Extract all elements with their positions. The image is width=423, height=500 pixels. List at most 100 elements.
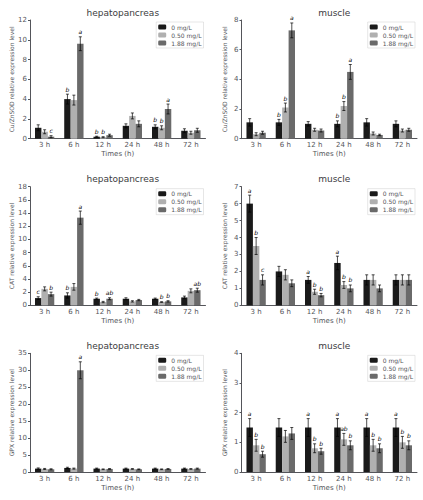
svg-text:0 mg/L: 0 mg/L bbox=[171, 357, 192, 365]
svg-text:a: a bbox=[248, 410, 252, 417]
svg-text:CAT relative expression level: CAT relative expression level bbox=[8, 202, 16, 289]
svg-text:b: b bbox=[254, 431, 258, 438]
svg-text:b: b bbox=[342, 273, 346, 280]
svg-text:0: 0 bbox=[234, 468, 238, 476]
svg-text:5: 5 bbox=[234, 217, 238, 225]
svg-text:10: 10 bbox=[18, 36, 27, 44]
svg-text:8: 8 bbox=[234, 16, 238, 24]
svg-text:25: 25 bbox=[18, 383, 27, 391]
svg-text:6 h: 6 h bbox=[280, 475, 291, 483]
svg-text:3 h: 3 h bbox=[39, 308, 50, 316]
svg-text:b: b bbox=[319, 440, 323, 447]
svg-text:48 h: 48 h bbox=[365, 141, 381, 149]
svg-text:0.50 mg/L: 0.50 mg/L bbox=[171, 32, 202, 40]
svg-text:a: a bbox=[166, 96, 170, 103]
svg-text:1.88 mg/L: 1.88 mg/L bbox=[383, 373, 414, 381]
svg-text:2: 2 bbox=[234, 409, 238, 417]
svg-text:24 h: 24 h bbox=[125, 308, 141, 316]
svg-text:3: 3 bbox=[234, 250, 238, 258]
svg-text:3 h: 3 h bbox=[39, 475, 50, 483]
svg-text:24 h: 24 h bbox=[336, 475, 352, 483]
svg-text:GPX relative expression level: GPX relative expression level bbox=[8, 369, 16, 457]
svg-text:24 h: 24 h bbox=[125, 141, 141, 149]
svg-text:b: b bbox=[254, 229, 258, 236]
svg-text:6: 6 bbox=[23, 262, 28, 270]
svg-text:b: b bbox=[342, 93, 346, 100]
svg-text:0 mg/L: 0 mg/L bbox=[383, 357, 404, 365]
svg-text:72 h: 72 h bbox=[183, 475, 199, 483]
svg-text:48 h: 48 h bbox=[154, 141, 170, 149]
svg-text:a: a bbox=[306, 410, 310, 417]
svg-text:muscle: muscle bbox=[318, 341, 351, 351]
svg-text:48 h: 48 h bbox=[365, 308, 381, 316]
svg-text:14: 14 bbox=[18, 209, 27, 217]
svg-text:35: 35 bbox=[18, 349, 27, 357]
svg-text:a: a bbox=[78, 203, 82, 210]
svg-text:b: b bbox=[319, 285, 323, 292]
svg-text:0: 0 bbox=[23, 135, 27, 143]
svg-text:6: 6 bbox=[234, 46, 239, 54]
svg-text:Cu/ZnSOD relative expression l: Cu/ZnSOD relative expression level bbox=[8, 26, 16, 132]
svg-text:0.50 mg/L: 0.50 mg/L bbox=[383, 365, 414, 373]
svg-text:10: 10 bbox=[18, 434, 27, 442]
svg-text:b: b bbox=[49, 284, 53, 291]
svg-text:0.50 mg/L: 0.50 mg/L bbox=[171, 198, 202, 206]
svg-text:b: b bbox=[283, 95, 287, 102]
svg-text:12 h: 12 h bbox=[307, 308, 323, 316]
svg-text:b: b bbox=[336, 112, 340, 119]
svg-text:ab: ab bbox=[194, 280, 202, 287]
svg-text:Times (h): Times (h) bbox=[100, 150, 134, 158]
svg-text:b: b bbox=[66, 284, 70, 291]
svg-text:2: 2 bbox=[23, 288, 27, 296]
svg-text:6: 6 bbox=[23, 75, 28, 83]
svg-text:0 mg/L: 0 mg/L bbox=[171, 24, 192, 32]
svg-text:4: 4 bbox=[23, 275, 28, 283]
svg-text:b: b bbox=[101, 128, 105, 135]
svg-text:CAT relative expression level: CAT relative expression level bbox=[221, 202, 229, 289]
svg-text:4: 4 bbox=[23, 95, 28, 103]
svg-text:4: 4 bbox=[234, 234, 239, 242]
svg-text:5: 5 bbox=[23, 451, 27, 459]
svg-text:48 h: 48 h bbox=[365, 475, 381, 483]
svg-text:24 h: 24 h bbox=[336, 308, 352, 316]
svg-text:48 h: 48 h bbox=[154, 475, 170, 483]
svg-text:3 h: 3 h bbox=[251, 308, 262, 316]
svg-text:3 h: 3 h bbox=[251, 475, 262, 483]
svg-text:4: 4 bbox=[234, 349, 239, 357]
svg-text:72 h: 72 h bbox=[395, 308, 411, 316]
svg-text:a: a bbox=[348, 56, 352, 63]
svg-text:24 h: 24 h bbox=[125, 475, 141, 483]
svg-text:0 mg/L: 0 mg/L bbox=[383, 190, 404, 198]
svg-text:72 h: 72 h bbox=[183, 141, 199, 149]
svg-text:1.88 mg/L: 1.88 mg/L bbox=[171, 373, 202, 381]
svg-text:b: b bbox=[313, 281, 317, 288]
svg-text:12 h: 12 h bbox=[95, 475, 111, 483]
svg-text:c: c bbox=[37, 288, 41, 295]
svg-text:1.88 mg/L: 1.88 mg/L bbox=[171, 40, 202, 48]
svg-text:c: c bbox=[261, 266, 265, 273]
svg-text:72 h: 72 h bbox=[395, 141, 411, 149]
svg-text:1.88 mg/L: 1.88 mg/L bbox=[383, 40, 414, 48]
svg-text:72 h: 72 h bbox=[183, 308, 199, 316]
svg-text:4: 4 bbox=[234, 75, 239, 83]
svg-text:0 mg/L: 0 mg/L bbox=[171, 190, 192, 198]
svg-text:a: a bbox=[290, 14, 294, 21]
svg-text:hepatopancreas: hepatopancreas bbox=[86, 341, 159, 351]
svg-text:2: 2 bbox=[234, 105, 238, 113]
svg-text:Times (h): Times (h) bbox=[100, 484, 134, 492]
svg-text:b: b bbox=[313, 435, 317, 442]
svg-text:b: b bbox=[407, 432, 411, 439]
svg-text:2: 2 bbox=[234, 267, 238, 275]
svg-text:12 h: 12 h bbox=[307, 475, 323, 483]
svg-text:0.50 mg/L: 0.50 mg/L bbox=[171, 365, 202, 373]
svg-text:b: b bbox=[166, 292, 170, 299]
svg-text:10: 10 bbox=[18, 235, 27, 243]
svg-text:2: 2 bbox=[23, 115, 27, 123]
svg-text:12 h: 12 h bbox=[307, 141, 323, 149]
svg-text:3 h: 3 h bbox=[39, 141, 50, 149]
svg-text:18: 18 bbox=[18, 183, 27, 191]
svg-text:a: a bbox=[78, 28, 82, 35]
svg-text:Times (h): Times (h) bbox=[312, 150, 346, 158]
svg-text:8: 8 bbox=[23, 56, 27, 64]
svg-text:15: 15 bbox=[18, 417, 27, 425]
